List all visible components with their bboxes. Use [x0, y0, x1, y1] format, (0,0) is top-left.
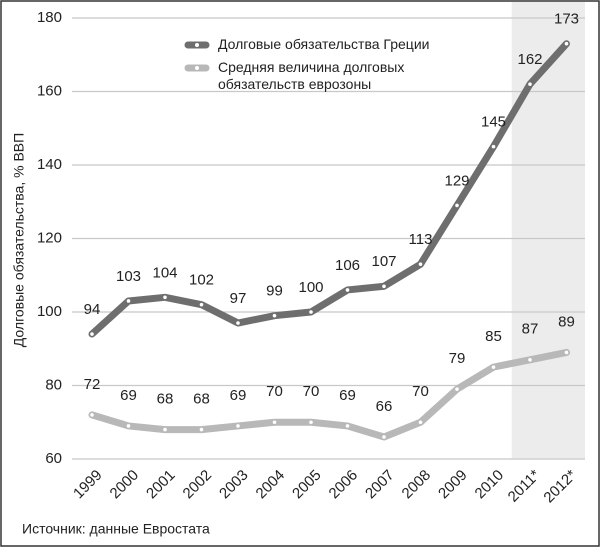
- data-point: [272, 313, 277, 318]
- data-label: 79: [449, 350, 466, 367]
- y-axis-title: Долговые обязательства, % ВВП: [11, 133, 27, 347]
- data-point: [491, 144, 496, 149]
- data-label: 129: [444, 172, 469, 189]
- data-point: [564, 41, 569, 46]
- series-line: [88, 348, 570, 441]
- data-point: [418, 420, 423, 425]
- data-label: 72: [84, 376, 101, 393]
- data-label: 85: [485, 328, 502, 345]
- data-point: [528, 82, 532, 86]
- data-point: [309, 310, 313, 314]
- data-point: [199, 427, 204, 432]
- data-point: [491, 365, 496, 369]
- data-point: [90, 413, 94, 417]
- data-label: 99: [266, 283, 283, 300]
- legend-marker: [184, 41, 210, 49]
- data-point: [564, 350, 569, 355]
- data-point: [309, 420, 313, 425]
- data-point: [163, 295, 167, 300]
- y-tick-label: 80: [45, 376, 62, 393]
- data-point: [418, 262, 423, 267]
- y-tick-label: 160: [37, 82, 62, 99]
- data-label: 102: [189, 272, 214, 289]
- data-point: [163, 427, 167, 432]
- data-label: 68: [157, 391, 174, 408]
- source: Источник: данные Евростата: [22, 521, 210, 537]
- data-label: 69: [339, 387, 356, 404]
- data-label: 106: [335, 257, 360, 274]
- data-point: [455, 387, 459, 391]
- data-label: 100: [298, 279, 323, 296]
- legend-label: Долговые обязательства Греции: [218, 36, 430, 52]
- data-label: 162: [517, 51, 542, 68]
- data-label: 87: [522, 321, 539, 338]
- forecast-shade: [511, 2, 585, 459]
- data-label: 94: [84, 301, 101, 318]
- data-label: 70: [303, 383, 320, 400]
- y-tick-label: 120: [37, 229, 62, 246]
- data-point: [272, 420, 277, 425]
- data-label: 68: [193, 391, 210, 408]
- data-point: [126, 424, 131, 428]
- data-label: 103: [116, 268, 141, 285]
- data-label: 97: [230, 290, 247, 307]
- legend-swatch-dot: [195, 66, 199, 70]
- data-point: [236, 424, 240, 428]
- y-tick-label: 100: [37, 303, 62, 320]
- data-point: [199, 302, 204, 307]
- data-point: [455, 203, 459, 208]
- y-tick-label: 60: [45, 450, 62, 467]
- data-label: 69: [230, 387, 247, 404]
- legend-label: Средняя величина долговых обязательств е…: [218, 59, 405, 92]
- data-point: [236, 321, 240, 325]
- legend-marker: [184, 64, 210, 72]
- data-point: [90, 332, 94, 336]
- y-tick-label: 180: [37, 9, 62, 26]
- series-line: [88, 40, 570, 338]
- data-point: [528, 357, 532, 362]
- data-point: [345, 424, 350, 428]
- data-label: 173: [554, 11, 579, 28]
- data-label: 70: [412, 383, 429, 400]
- data-point: [382, 435, 386, 439]
- data-label: 145: [481, 114, 506, 131]
- data-label: 69: [120, 387, 137, 404]
- y-tick-label: 140: [37, 156, 62, 173]
- data-label: 89: [558, 313, 575, 330]
- data-point: [126, 299, 131, 303]
- data-label: 107: [371, 253, 396, 270]
- data-label: 70: [266, 383, 283, 400]
- legend-swatch-dot: [195, 43, 199, 47]
- data-label: 66: [376, 398, 393, 415]
- data-point: [345, 288, 350, 292]
- data-point: [382, 284, 386, 289]
- data-label: 113: [409, 231, 433, 248]
- data-label: 104: [152, 264, 177, 281]
